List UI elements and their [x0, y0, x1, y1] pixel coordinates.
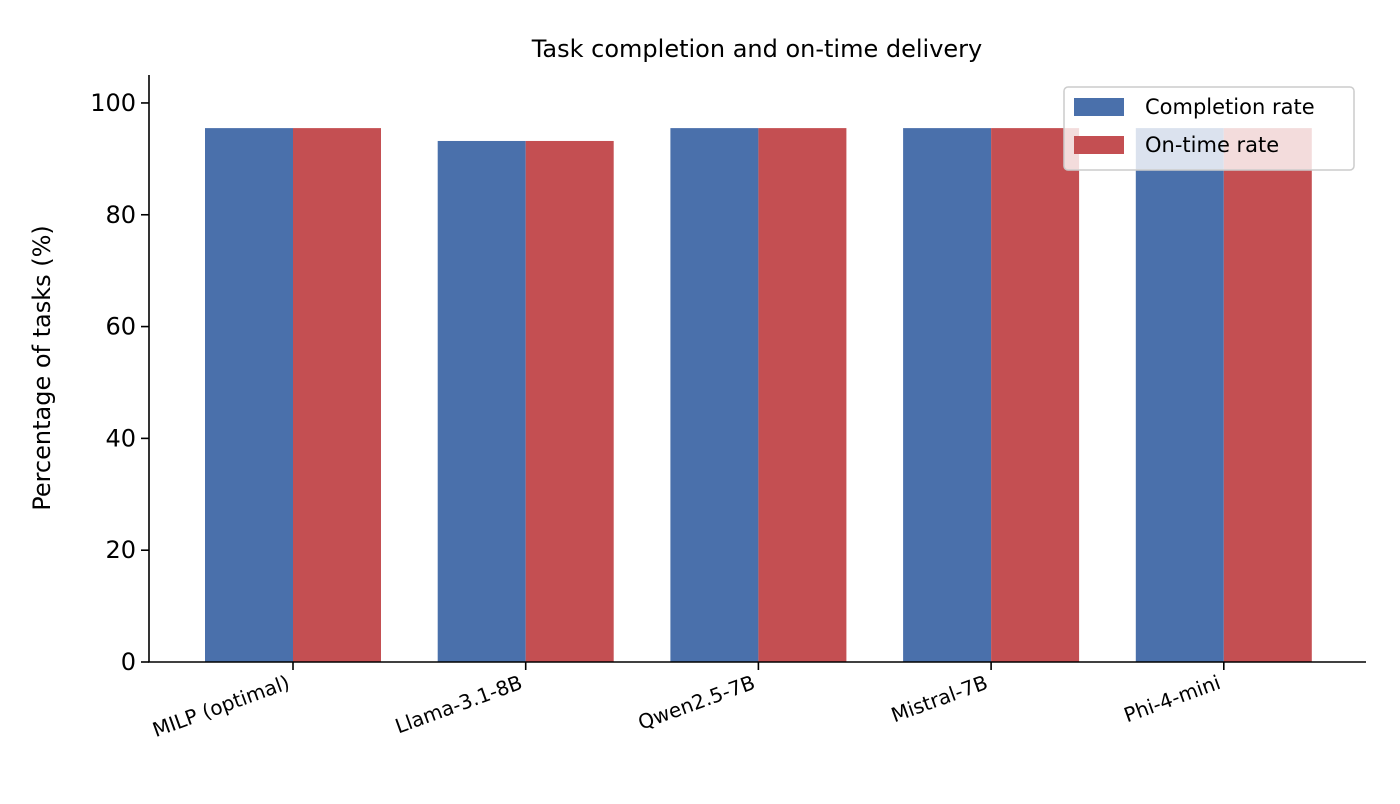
x-tick-label: Mistral-7B	[888, 670, 991, 727]
bar-completion-rate	[1135, 128, 1224, 663]
bars-layer	[205, 128, 1312, 663]
x-tick-label: Phi-4-mini	[1121, 670, 1224, 727]
bar-completion-rate	[437, 140, 526, 662]
bar-on-time-rate	[525, 140, 614, 662]
y-tick-label: 80	[105, 201, 136, 229]
legend-box	[1063, 86, 1355, 171]
bar-on-time-rate	[1223, 128, 1312, 663]
bar-completion-rate	[670, 128, 759, 663]
legend-label: On-time rate	[1145, 133, 1279, 157]
x-tick-label: Qwen2.5-7B	[635, 670, 758, 734]
legend-swatch	[1074, 136, 1124, 154]
y-tick-label: 100	[90, 89, 136, 117]
legend-swatch	[1074, 98, 1124, 116]
bar-on-time-rate	[758, 128, 847, 663]
y-axis-label: Percentage of tasks (%)	[28, 225, 56, 511]
bar-on-time-rate	[991, 128, 1080, 663]
x-tick-label: MILP (optimal)	[149, 670, 292, 742]
y-tick-label: 60	[105, 313, 136, 341]
y-tick-label: 0	[121, 648, 136, 676]
bar-on-time-rate	[293, 128, 381, 663]
legend: Completion rate On-time rate	[1063, 86, 1355, 171]
legend-label: Completion rate	[1145, 95, 1315, 119]
y-tick-label: 40	[105, 424, 136, 452]
chart-title: Task completion and on-time delivery	[531, 35, 983, 63]
x-tick-label: Llama-3.1-8B	[392, 670, 526, 738]
y-tick-label: 20	[105, 536, 136, 564]
bar-completion-rate	[205, 128, 293, 663]
bar-completion-rate	[903, 128, 992, 663]
